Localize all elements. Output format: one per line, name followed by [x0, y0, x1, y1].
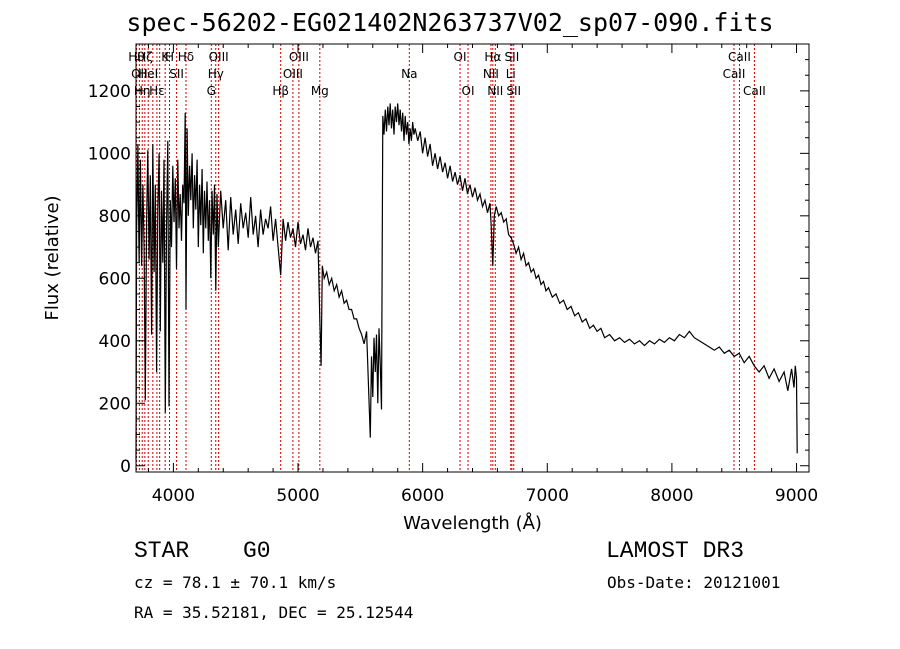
- x-tick-label: 5000: [276, 486, 319, 506]
- ticks: 4000 5000 6000 7000 8000 9000 0 200 400 600 800 100…: [42, 44, 818, 534]
- line-marker-label: NII: [487, 84, 503, 98]
- y-axis-label: Flux (relative): [42, 195, 63, 320]
- y-tick-label: 1200: [88, 82, 131, 102]
- line-marker-label: H: [165, 50, 174, 64]
- x-axis-label: Wavelength (Å): [403, 512, 542, 534]
- y-tick-label: 400: [99, 332, 131, 352]
- y-tick-label: 600: [99, 269, 131, 289]
- class-label: STAR: [134, 538, 190, 564]
- y-tick-label: 200: [99, 394, 131, 414]
- y-tick-label: 800: [99, 207, 131, 227]
- plot-frame: [135, 43, 810, 473]
- line-marker-label: SII: [505, 50, 520, 64]
- survey-label: LAMOST DR3: [606, 538, 745, 564]
- line-marker-label: NII: [483, 67, 499, 81]
- marker-labels: Hθ OII Hη Hζ HeI Hε KH SII Hδ G Hγ OIII Hβ OIII OIII Mg…: [128, 50, 766, 98]
- line-marker-label: Hε: [149, 84, 165, 98]
- line-marker-label: HeI: [138, 67, 158, 81]
- chart-title: spec-56202-EG021402N263737V02_sp07-090.f…: [126, 8, 774, 37]
- line-marker-label: OIII: [289, 50, 309, 64]
- x-tick-label: 8000: [650, 486, 693, 506]
- coordinates-text: RA = 35.52181, DEC = 25.12544: [134, 603, 414, 622]
- line-marker-label: Hβ: [272, 84, 289, 98]
- line-marker-label: Na: [401, 67, 417, 81]
- subclass-label: G0: [243, 538, 271, 564]
- x-tick-label: 9000: [775, 486, 818, 506]
- line-marker-label: OI: [462, 84, 475, 98]
- axes: [135, 43, 810, 473]
- spectrum-line: [135, 103, 798, 460]
- line-marker-label: Hδ: [178, 50, 194, 64]
- line-marker-label: CaII: [728, 50, 751, 64]
- line-marker-label: Li: [506, 67, 516, 81]
- line-marker-label: CaII: [743, 84, 766, 98]
- line-marker-label: SII: [169, 67, 184, 81]
- obs-date-text: Obs-Date: 20121001: [607, 573, 781, 592]
- line-marker-label: K: [161, 50, 170, 64]
- x-tick-label: 7000: [526, 486, 569, 506]
- line-marker-label: Hη: [134, 84, 151, 98]
- line-markers: [135, 44, 755, 472]
- line-marker-label: OIII: [209, 50, 229, 64]
- line-marker-label: G: [207, 84, 216, 98]
- line-marker-label: Hγ: [208, 67, 224, 81]
- line-marker-label: OI: [454, 50, 467, 64]
- redshift-text: cz = 78.1 ± 70.1 km/s: [134, 573, 337, 592]
- y-tick-label: 0: [120, 457, 131, 477]
- spectrum-series: [135, 103, 798, 460]
- line-marker-label: OIII: [283, 67, 303, 81]
- line-marker-label: SII: [506, 84, 521, 98]
- y-tick-label: 1000: [88, 144, 131, 164]
- line-marker-label: Hθ: [128, 50, 144, 64]
- line-marker-label: OII: [131, 67, 148, 81]
- line-marker-label: Mg: [311, 84, 329, 98]
- line-marker-label: CaII: [723, 67, 746, 81]
- x-tick-label: 4000: [152, 486, 195, 506]
- x-tick-label: 6000: [401, 486, 444, 506]
- line-marker-label: Hζ: [137, 50, 153, 64]
- line-marker-label: Hα: [484, 50, 501, 64]
